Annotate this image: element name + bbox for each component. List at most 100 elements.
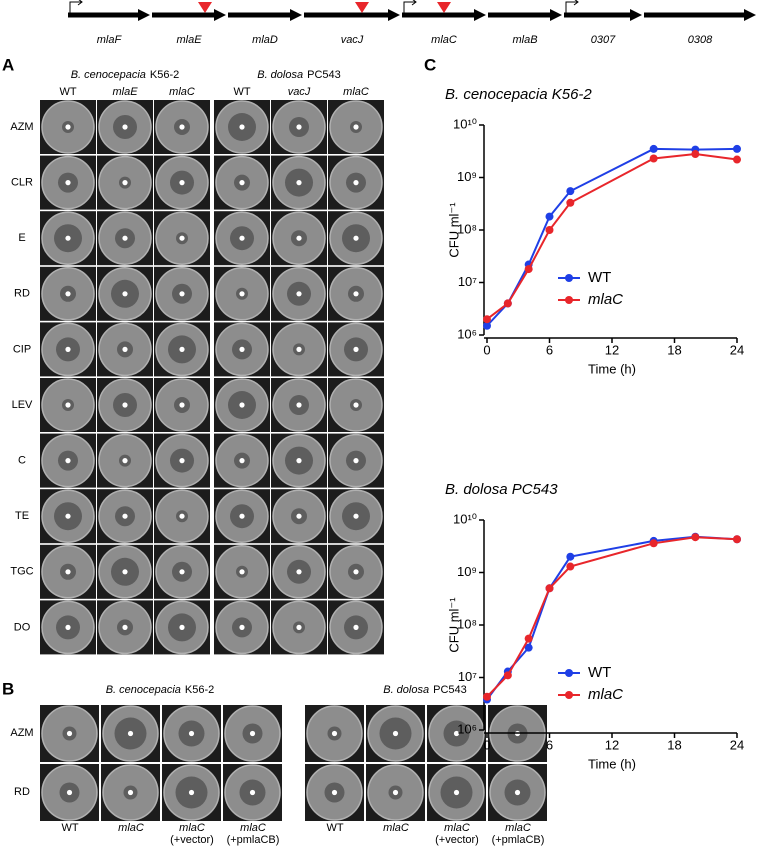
disk: [239, 235, 245, 241]
disk: [65, 124, 71, 130]
plate-image: [154, 322, 210, 377]
disk: [66, 730, 73, 737]
y-tick-label: 10¹⁰: [453, 511, 477, 526]
data-point: [503, 299, 512, 308]
row-label: LEV: [12, 399, 33, 411]
data-point: [733, 155, 741, 164]
plate-image: [271, 211, 327, 266]
disk: [353, 124, 359, 130]
row-label: RD: [14, 786, 30, 798]
disk: [179, 180, 185, 186]
data-point: [483, 692, 491, 701]
disk: [122, 235, 128, 241]
gene-arrowhead: [290, 9, 302, 21]
plate-image: [214, 489, 270, 544]
plate-image: [223, 705, 282, 762]
row-label: TGC: [10, 566, 33, 578]
disk: [179, 124, 185, 130]
data-point: [566, 562, 575, 571]
column-label: mlaC: [169, 86, 195, 98]
plate-image: [154, 378, 210, 432]
disk: [239, 569, 245, 575]
plate-image: [40, 155, 96, 210]
plate-image: [328, 322, 384, 377]
disk: [122, 458, 128, 464]
y-tick-label: 10⁸: [457, 221, 477, 236]
row-label: DO: [14, 621, 31, 633]
plate-image: [97, 433, 153, 488]
plate-image: [328, 100, 384, 154]
x-tick-label: 18: [667, 737, 681, 752]
gene-label: mlaC: [431, 34, 457, 46]
data-point: [733, 144, 741, 153]
disk: [127, 730, 134, 737]
data-point: [566, 552, 575, 561]
x-tick-label: 0: [483, 737, 490, 752]
plate-image: [40, 100, 96, 154]
y-tick-label: 10⁹: [457, 564, 477, 579]
plate-image: [271, 322, 327, 377]
plate-image: [154, 544, 210, 599]
disk: [65, 569, 71, 575]
disk: [296, 180, 302, 186]
gene-label: 0307: [591, 34, 616, 46]
plate-image: [366, 764, 425, 821]
row-label: CLR: [11, 177, 33, 189]
legend-marker: [565, 691, 573, 699]
disk: [122, 291, 128, 297]
disk: [296, 458, 302, 464]
gene-arrowhead: [744, 9, 756, 21]
column-label: WT: [61, 822, 78, 834]
plate-image: [40, 705, 99, 762]
plate-image: [328, 378, 384, 432]
disk: [122, 569, 128, 575]
disk: [453, 789, 460, 796]
disk: [179, 458, 185, 464]
data-point: [545, 212, 554, 221]
x-axis-label: Time (h): [588, 361, 636, 376]
plate-image: [488, 764, 547, 821]
plate-image: [154, 266, 210, 321]
plate-image: [223, 764, 282, 821]
insertion-marker: [198, 2, 212, 13]
data-point: [545, 226, 554, 234]
disk: [353, 624, 359, 631]
data-point: [566, 198, 575, 207]
disk: [453, 730, 460, 737]
legend-marker: [565, 274, 573, 282]
plate-image: [427, 705, 486, 762]
plate-image: [271, 378, 327, 432]
column-label: (+vector): [435, 834, 479, 846]
y-tick-label: 10⁸: [457, 616, 477, 631]
plate-image: [101, 764, 160, 821]
plate-image: [40, 211, 96, 266]
plate-image: [305, 705, 364, 762]
insertion-marker: [355, 2, 369, 13]
disk: [239, 346, 245, 352]
x-tick-label: 12: [605, 737, 619, 752]
column-label: mlaC: [383, 822, 409, 834]
disk: [353, 402, 359, 408]
y-tick-label: 10⁷: [458, 669, 477, 684]
disk: [296, 569, 302, 575]
series-line: [486, 535, 738, 701]
disk: [353, 513, 359, 519]
row-label: AZM: [10, 727, 33, 739]
promoter: [565, 0, 579, 13]
disk: [179, 235, 185, 241]
plate-image: [97, 155, 153, 210]
disk: [122, 124, 128, 130]
disk: [353, 458, 359, 464]
gene-arrowhead: [388, 9, 400, 21]
chart-title: B. cenocepacia K56-2: [445, 86, 592, 103]
legend-marker: [565, 296, 573, 304]
x-tick-label: 24: [730, 737, 744, 752]
plate-image: [328, 544, 384, 599]
plate-image: [271, 155, 327, 210]
disk: [122, 346, 128, 352]
disk: [66, 789, 73, 796]
disk: [353, 291, 359, 297]
plate-image: [328, 266, 384, 321]
series-line: [486, 536, 738, 698]
